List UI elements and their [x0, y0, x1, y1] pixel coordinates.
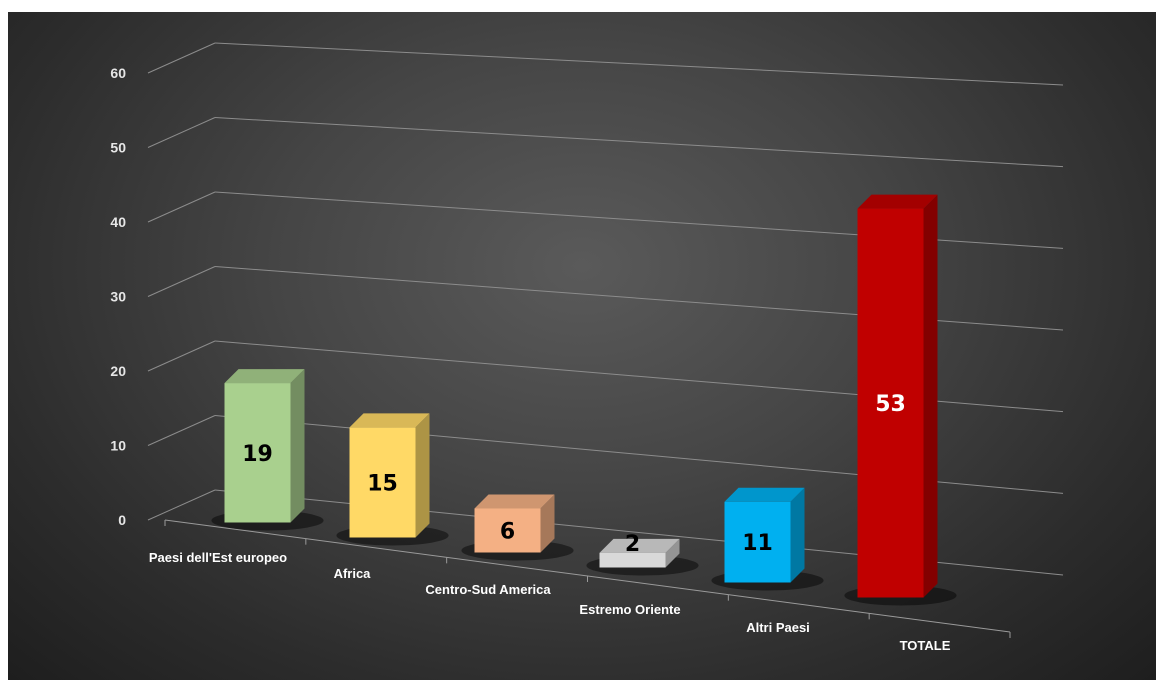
side-gridline [147, 266, 216, 297]
gridline [214, 117, 1064, 168]
bar [857, 208, 924, 598]
side-gridline [147, 340, 216, 372]
gridline [214, 42, 1064, 86]
x-tick-label: Paesi dell'Est europeo [149, 550, 287, 565]
bar [349, 427, 416, 538]
bar-side [665, 538, 680, 568]
chart-background [8, 12, 1156, 680]
x-tick-label: Estremo Oriente [579, 602, 680, 617]
bar [599, 552, 666, 568]
y-tick-label: 30 [110, 289, 126, 305]
bar-top [599, 538, 680, 553]
data-label: 53 [875, 392, 906, 417]
x-tick-label: Centro-Sud America [425, 582, 551, 597]
y-tick-label: 20 [110, 363, 126, 379]
side-gridline [147, 191, 216, 223]
bar-top [857, 194, 938, 209]
bars: 19 15 6 2 11 53 [211, 194, 957, 606]
y-tick-label: 0 [118, 512, 126, 528]
y-axis-ticks: 0 10 20 30 40 50 60 [110, 65, 126, 528]
side-gridline [147, 117, 216, 148]
x-tick-label: Africa [334, 566, 372, 581]
bar-side [790, 487, 805, 583]
bar-top [724, 487, 805, 502]
bar [474, 508, 541, 553]
side-gridline [147, 42, 216, 74]
side-gridline [147, 415, 216, 446]
bar [724, 501, 791, 583]
y-tick-label: 60 [110, 65, 126, 81]
data-label: 11 [742, 531, 773, 556]
y-tick-label: 10 [110, 438, 126, 454]
data-label: 19 [242, 442, 273, 467]
bar-top [474, 494, 555, 509]
bar-top [224, 369, 305, 384]
x-tick-label: TOTALE [900, 638, 951, 653]
bar-side [923, 194, 938, 598]
bar [224, 383, 291, 523]
data-label: 6 [500, 519, 515, 544]
bar-side [290, 369, 305, 523]
side-gridline [147, 489, 216, 521]
bar-side [540, 494, 555, 553]
data-label: 2 [625, 532, 640, 557]
y-tick-label: 40 [110, 214, 126, 230]
y-tick-label: 50 [110, 140, 126, 156]
axes [164, 519, 1011, 638]
x-tick-label: Altri Paesi [746, 620, 810, 635]
bar-top [349, 413, 430, 428]
data-label: 15 [367, 471, 398, 496]
bar-side [415, 413, 430, 538]
x-axis-labels: Paesi dell'Est europeo Africa Centro-Sud A… [149, 550, 951, 653]
